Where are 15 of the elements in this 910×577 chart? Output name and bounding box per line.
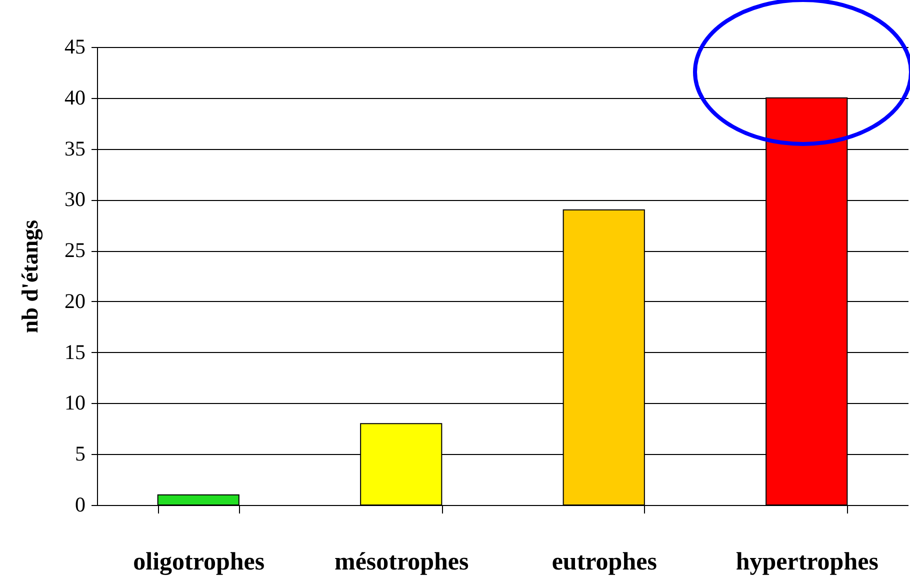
- y-tick-label: 0: [75, 492, 86, 516]
- y-tick-label: 35: [64, 136, 86, 160]
- y-tick-label: 20: [64, 288, 86, 313]
- y-tick-label: 40: [64, 85, 86, 110]
- y-tick-label: 15: [64, 340, 86, 364]
- x-tick-label: mésotrophes: [334, 548, 470, 576]
- x-tick-label: eutrophes: [552, 548, 658, 576]
- y-tick-label: 5: [75, 442, 86, 466]
- y-axis-title: nb d'étangs: [18, 220, 44, 334]
- y-tick-label: 25: [64, 238, 86, 262]
- y-tick-label: 10: [64, 390, 86, 415]
- y-tick-label: 30: [64, 187, 86, 212]
- y-tick-label: 45: [64, 34, 86, 58]
- x-tick-label: oligotrophes: [133, 548, 265, 576]
- x-tick-label: hypertrophes: [736, 548, 879, 576]
